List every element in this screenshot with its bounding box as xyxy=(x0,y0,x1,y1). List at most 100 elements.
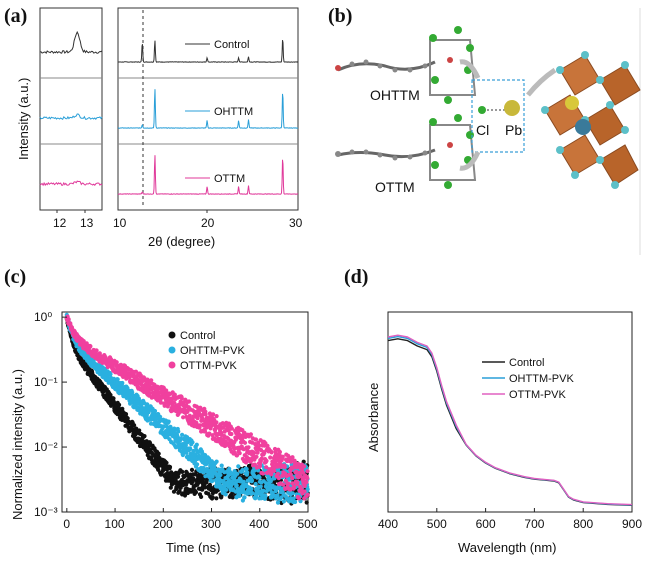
panel-d-frame xyxy=(387,311,633,513)
trpl-point-ottm-pvk xyxy=(277,449,282,455)
panel-d-legend-ohttm: OHTTM-PVK xyxy=(509,373,574,385)
trpl-point-ohttm-pvk xyxy=(120,380,125,386)
panel-c-legend-marker-ottm xyxy=(168,361,176,369)
trpl-point-ottm-pvk xyxy=(209,423,214,428)
trpl-point-ohttm-pvk xyxy=(184,450,189,455)
inset-trace-control xyxy=(39,30,103,54)
trpl-point-ohttm-pvk xyxy=(224,487,229,492)
pb-atom xyxy=(504,100,520,116)
panel-d-xtick: 500 xyxy=(427,517,447,531)
trpl-point-ohttm-pvk xyxy=(275,500,281,505)
trpl-point-control xyxy=(214,496,219,501)
panel-c-xtick: 200 xyxy=(153,517,173,531)
trpl-point-ottm-pvk xyxy=(290,481,295,486)
inset-trace-ohttm xyxy=(39,113,103,121)
label-pb: Pb xyxy=(505,122,522,138)
trpl-point-control xyxy=(210,495,215,500)
trpl-point-ohttm-pvk xyxy=(240,467,245,473)
trpl-point-control xyxy=(125,416,130,421)
panel-label-b: (b) xyxy=(328,5,352,27)
trpl-point-ottm-pvk xyxy=(207,431,212,436)
perovskite-lattice xyxy=(541,51,641,189)
panel-a-inset-xtick-13: 13 xyxy=(80,216,94,230)
trpl-point-ottm-pvk xyxy=(88,344,93,349)
trpl-point-ottm-pvk xyxy=(305,469,310,474)
panel-c-ytick: 10⁰ xyxy=(34,310,52,324)
trpl-point-ohttm-pvk xyxy=(275,493,280,498)
trpl-point-control xyxy=(168,485,173,490)
trpl-point-ottm-pvk xyxy=(246,445,251,450)
trpl-point-ottm-pvk xyxy=(242,440,248,445)
trpl-point-ottm-pvk xyxy=(164,388,169,393)
trpl-point-ohttm-pvk xyxy=(195,462,200,467)
panel-d-absorbance: 400 500 600 700 800 900 Control OHTTM-PVK OTT… xyxy=(366,311,642,555)
trpl-point-ottm-pvk xyxy=(172,400,177,405)
trpl-point-ohttm-pvk xyxy=(263,494,268,499)
trpl-point-control xyxy=(191,476,196,481)
trpl-point-ottm-pvk xyxy=(305,476,310,481)
panel-label-d: (d) xyxy=(344,266,368,288)
trpl-point-ottm-pvk xyxy=(262,450,267,456)
trpl-point-ottm-pvk xyxy=(276,476,281,481)
trpl-point-ottm-pvk xyxy=(296,496,301,501)
panel-c-xtick: 300 xyxy=(201,517,221,531)
arrow-to-ottm xyxy=(459,150,481,171)
trpl-point-ohttm-pvk xyxy=(210,474,215,479)
trpl-point-ottm-pvk xyxy=(248,432,253,437)
cl-atom xyxy=(478,106,486,114)
panel-label-c: (c) xyxy=(4,266,26,288)
trpl-point-ohttm-pvk xyxy=(237,493,242,499)
trpl-point-ohttm-pvk xyxy=(223,492,228,497)
trpl-point-ohttm-pvk xyxy=(188,446,193,451)
trpl-point-control xyxy=(142,434,147,439)
trpl-point-ohttm-pvk xyxy=(218,472,223,478)
trpl-point-ottm-pvk xyxy=(290,475,295,481)
trpl-point-ottm-pvk xyxy=(292,485,297,490)
trpl-point-control xyxy=(182,493,188,498)
panel-a-xlabel: 2θ (degree) xyxy=(148,234,215,249)
trpl-point-control xyxy=(164,460,169,465)
panel-a-xrd: Control OHTTM OTTM 12 13 10 20 30 2θ (de… xyxy=(16,7,303,249)
trpl-point-ohttm-pvk xyxy=(281,499,286,504)
trpl-point-control xyxy=(137,428,142,433)
trpl-point-control xyxy=(156,451,161,456)
trpl-point-ohttm-pvk xyxy=(176,429,181,434)
trpl-point-ottm-pvk xyxy=(221,425,226,430)
panel-a-xtick-20: 20 xyxy=(201,216,215,230)
trpl-point-ottm-pvk xyxy=(108,357,114,362)
panel-c-xtick: 100 xyxy=(105,517,125,531)
trpl-point-ottm-pvk xyxy=(268,455,273,460)
trpl-point-ohttm-pvk xyxy=(245,470,250,475)
inset-trace-ottm xyxy=(39,180,103,187)
trpl-point-control xyxy=(177,489,182,494)
panel-c-axes: 0 100 200 300 400 500 10⁰ 10⁻¹ 10⁻² 10⁻³ xyxy=(34,310,318,531)
panel-a-legend-ohttm: OHTTM xyxy=(214,106,253,118)
trpl-point-ohttm-pvk xyxy=(236,464,241,469)
trpl-point-ottm-pvk xyxy=(264,458,269,463)
main-trace-ohttm xyxy=(118,89,299,129)
main-trace-control xyxy=(117,39,299,63)
trpl-point-ohttm-pvk xyxy=(152,408,158,414)
trpl-point-ohttm-pvk xyxy=(258,484,263,489)
trpl-point-control xyxy=(134,426,139,431)
trpl-point-ottm-pvk xyxy=(288,472,293,477)
panel-d-xtick: 700 xyxy=(524,517,544,531)
panel-d-xlabel: Wavelength (nm) xyxy=(458,540,557,555)
trpl-point-ottm-pvk xyxy=(275,471,281,476)
trpl-point-ohttm-pvk xyxy=(257,475,262,480)
trpl-point-ottm-pvk xyxy=(297,470,302,475)
panel-c-ylabel: Normalized intensity (a.u.) xyxy=(10,369,25,520)
trpl-point-ohttm-pvk xyxy=(291,496,296,501)
molecule-ohttm xyxy=(335,26,477,104)
trpl-point-ohttm-pvk xyxy=(219,463,224,468)
trpl-point-ottm-pvk xyxy=(214,420,219,425)
panel-c-legend-control: Control xyxy=(180,330,215,342)
trpl-point-ohttm-pvk xyxy=(305,487,310,492)
trpl-point-ottm-pvk xyxy=(158,400,163,405)
trpl-point-ottm-pvk xyxy=(301,464,307,469)
trpl-point-ottm-pvk xyxy=(257,443,262,448)
panel-d-xtick: 400 xyxy=(378,517,398,531)
trpl-point-ottm-pvk xyxy=(281,482,286,487)
label-cl: Cl xyxy=(476,122,489,138)
